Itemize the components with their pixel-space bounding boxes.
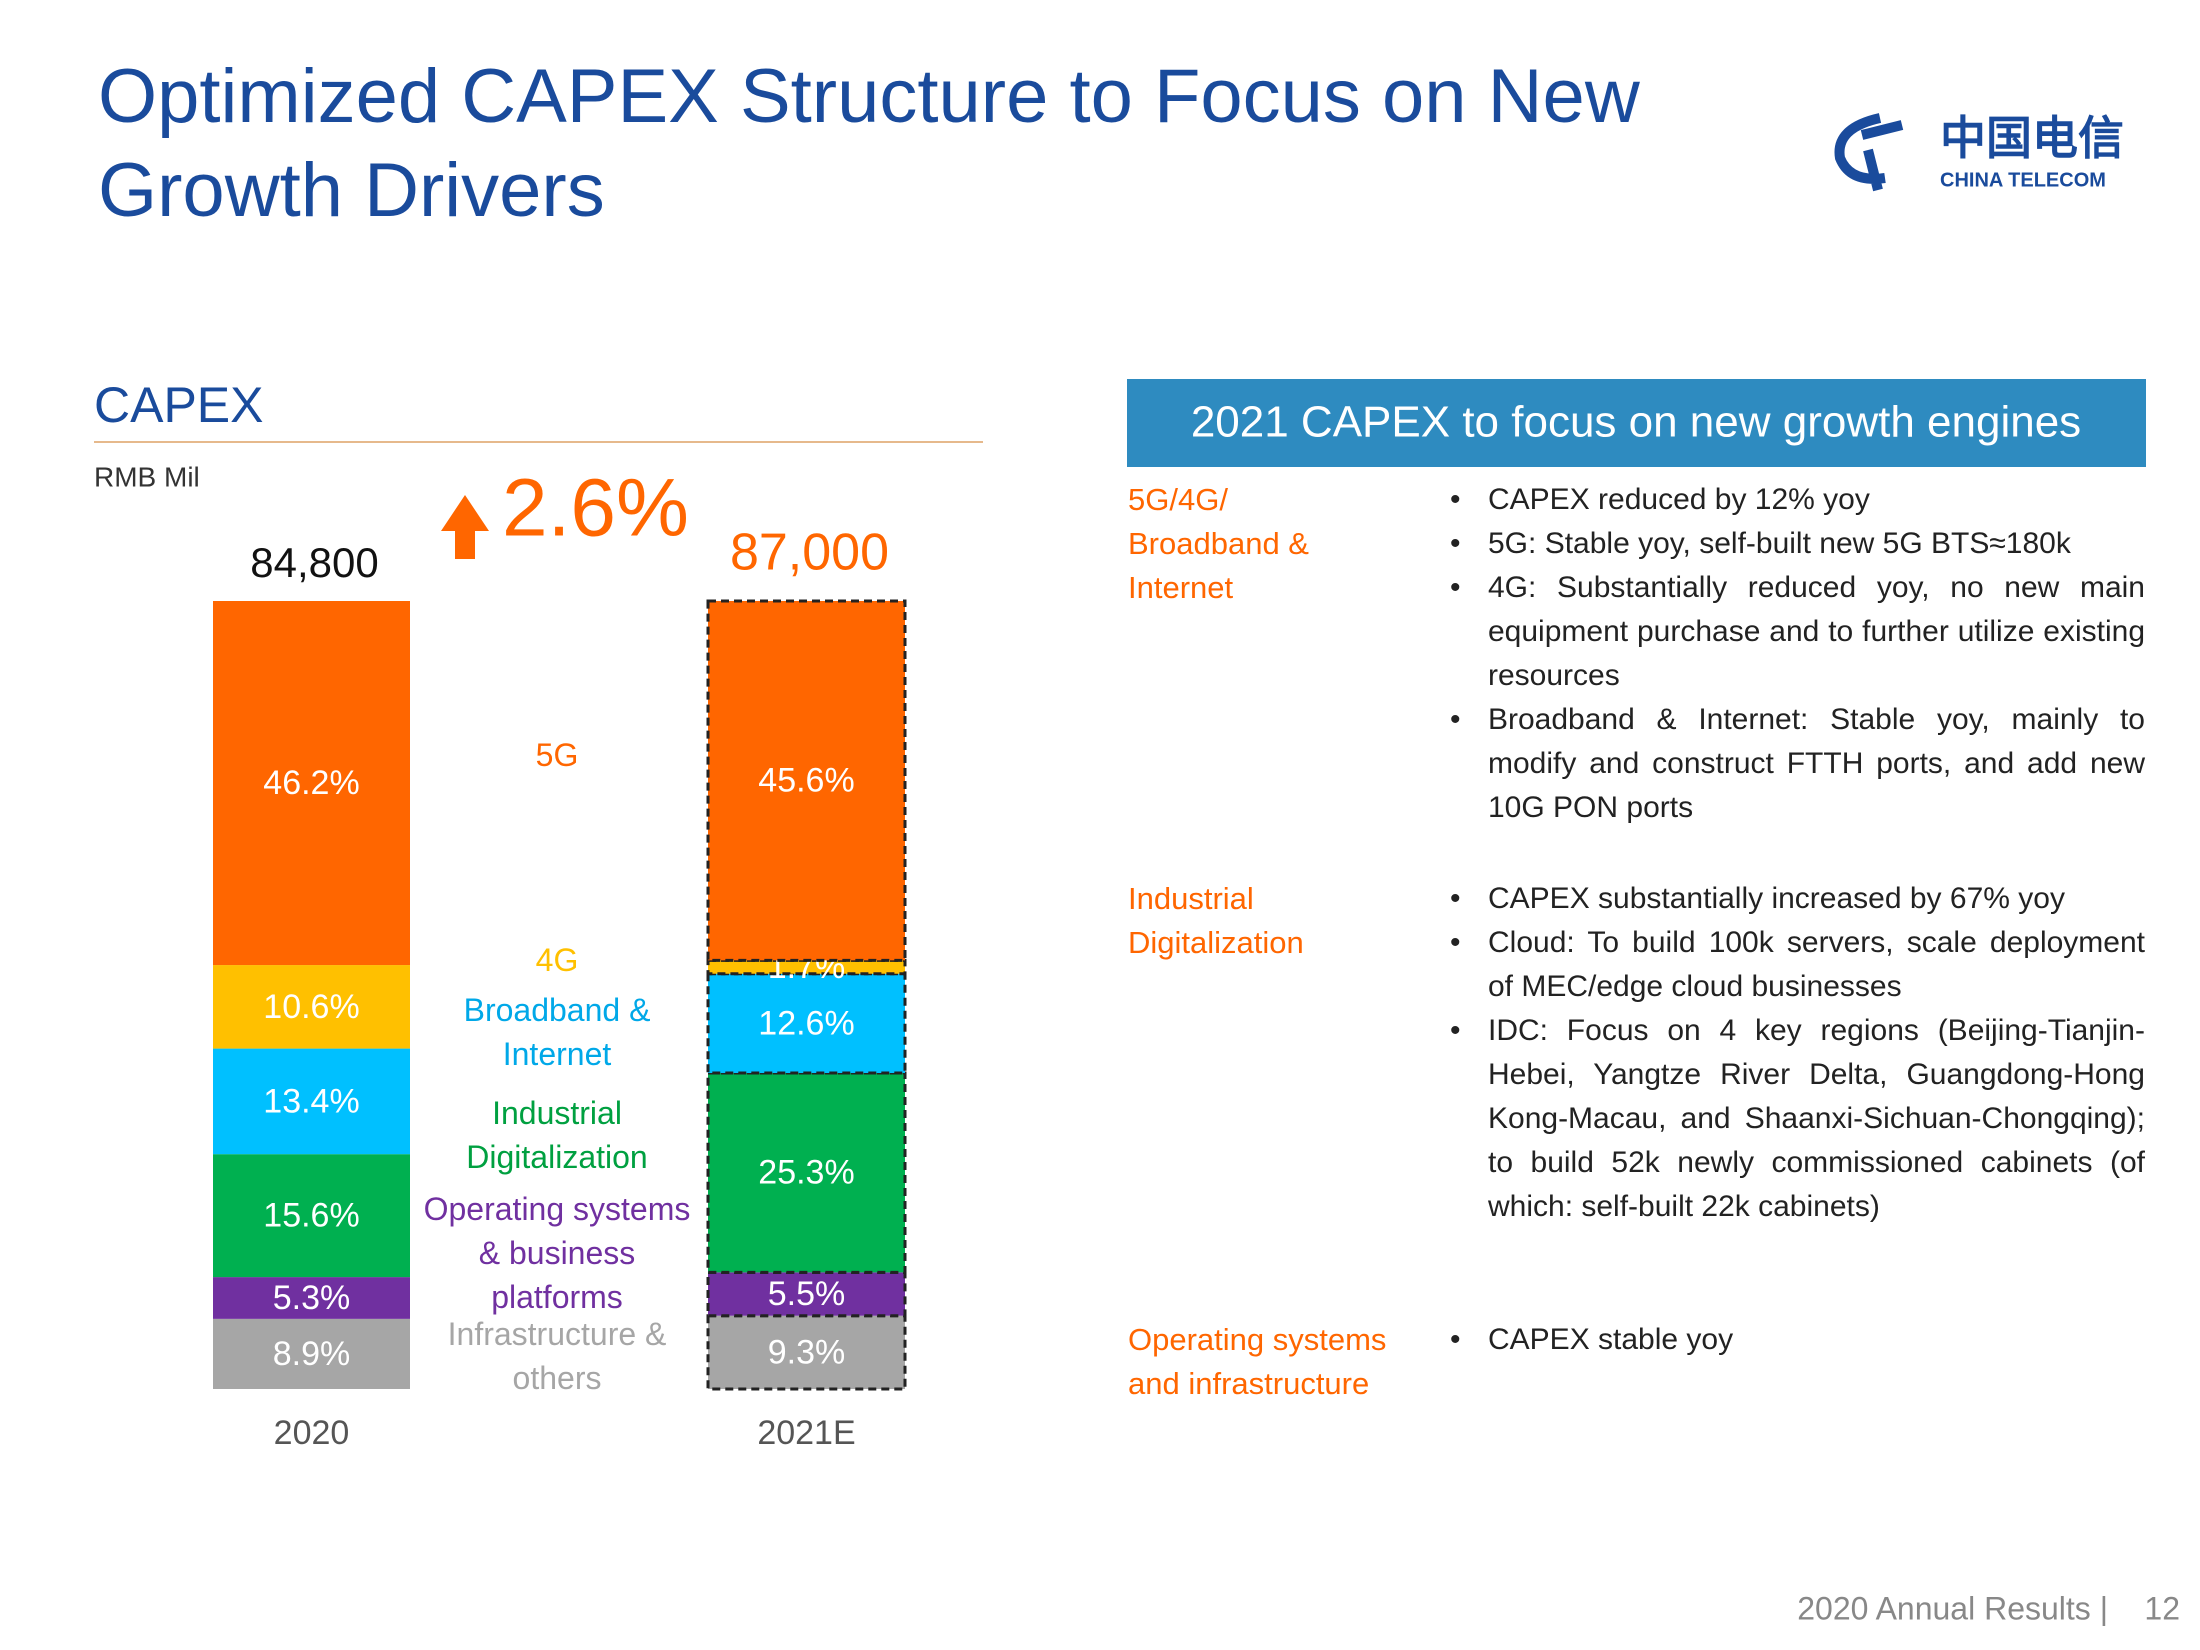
bullet: IDC: Focus on 4 key regions (Beijing-Tia… [1450, 1009, 2145, 1229]
unit-label: RMB Mil [94, 461, 200, 492]
logo-en: CHINA TELECOM [1940, 169, 2106, 191]
growth-arrow [441, 495, 489, 559]
legend-label: Broadband & Internet [463, 992, 651, 1072]
value-label: 12.6% [758, 1004, 854, 1042]
section-label: Operating systems and infrastructure [1128, 1318, 1448, 1406]
legend-label: 5G [535, 737, 579, 773]
legend-label: Infrastructure & others [447, 1316, 667, 1396]
legend-label: Industrial Digitalization [466, 1095, 648, 1175]
x-tick-label: 2020 [274, 1414, 350, 1452]
footer: 2020 Annual Results | [1797, 1590, 2108, 1626]
value-label: 9.3% [768, 1333, 846, 1371]
section-label-line: 5G/4G/ [1128, 482, 1228, 517]
bullet: 5G: Stable yoy, self-built new 5G BTS≈18… [1450, 522, 2145, 566]
growth-label: 2.6% [502, 463, 689, 554]
bar-segment [706, 972, 907, 1075]
bar-segment [213, 601, 410, 966]
section-label: Industrial Digitalization [1128, 877, 1448, 965]
bullet: CAPEX substantially increased by 67% yoy [1450, 877, 2145, 921]
value-label: 5.3% [273, 1279, 351, 1317]
chart-title: CAPEX [94, 377, 264, 433]
bullet: Cloud: To build 100k servers, scale depl… [1450, 921, 2145, 1009]
logo-icon [1834, 113, 1904, 192]
section-label: 5G/4G/Broadband & Internet [1128, 478, 1448, 610]
slide-title: Optimized CAPEX Structure to Focus on Ne… [98, 54, 1640, 233]
bullet: 4G: Substantially reduced yoy, no new ma… [1450, 566, 2145, 698]
section-label-line: Internet [1128, 570, 1234, 605]
value-label: 10.6% [263, 988, 359, 1026]
bullet: CAPEX stable yoy [1450, 1318, 2145, 1362]
value-label: 46.2% [263, 764, 359, 802]
x-tick-label: 2021E [757, 1414, 855, 1452]
legend-label: 4G [535, 942, 579, 978]
bar-segment [706, 1071, 907, 1274]
section-label-line: Operating systems [1128, 1322, 1387, 1357]
section-label-line: and infrastructure [1128, 1366, 1370, 1401]
value-label: 45.6% [758, 762, 854, 800]
panel-header: 2021 CAPEX to focus on new growth engine… [1191, 398, 2081, 447]
total-label: 87,000 [730, 524, 889, 582]
value-label: 13.4% [263, 1082, 359, 1120]
panel-header-bg [1127, 379, 2146, 467]
bar-segment [706, 1314, 907, 1391]
bullet: CAPEX reduced by 12% yoy [1450, 478, 2145, 522]
bar-segment [213, 965, 410, 1049]
bar-segment [213, 1318, 410, 1389]
value-label: 8.9% [273, 1335, 351, 1373]
bar-segment [213, 1154, 410, 1278]
value-label: 15.6% [263, 1197, 359, 1235]
total-label: 84,800 [250, 539, 378, 586]
bar-segment [213, 1048, 410, 1155]
bullet-list: CAPEX substantially increased by 67% yoy… [1450, 877, 2145, 1229]
section-label-line: Broadband & [1128, 526, 1309, 561]
bullet-list: CAPEX stable yoy [1450, 1318, 2145, 1362]
logo-cn: 中国电信 [1940, 112, 2124, 164]
legend-label: Operating systems & business platforms [423, 1191, 691, 1315]
bullet: Broadband & Internet: Stable yoy, mainly… [1450, 698, 2145, 830]
bar-segment [706, 599, 907, 962]
value-label: 5.5% [768, 1275, 846, 1313]
section-label-line: Industrial [1128, 881, 1254, 916]
value-label: 25.3% [758, 1154, 854, 1192]
page-number: 12 [2144, 1590, 2180, 1626]
bullet-list: CAPEX reduced by 12% yoy5G: Stable yoy, … [1450, 478, 2145, 830]
section-label-line: Digitalization [1128, 925, 1304, 960]
bar-segment [213, 1277, 410, 1319]
